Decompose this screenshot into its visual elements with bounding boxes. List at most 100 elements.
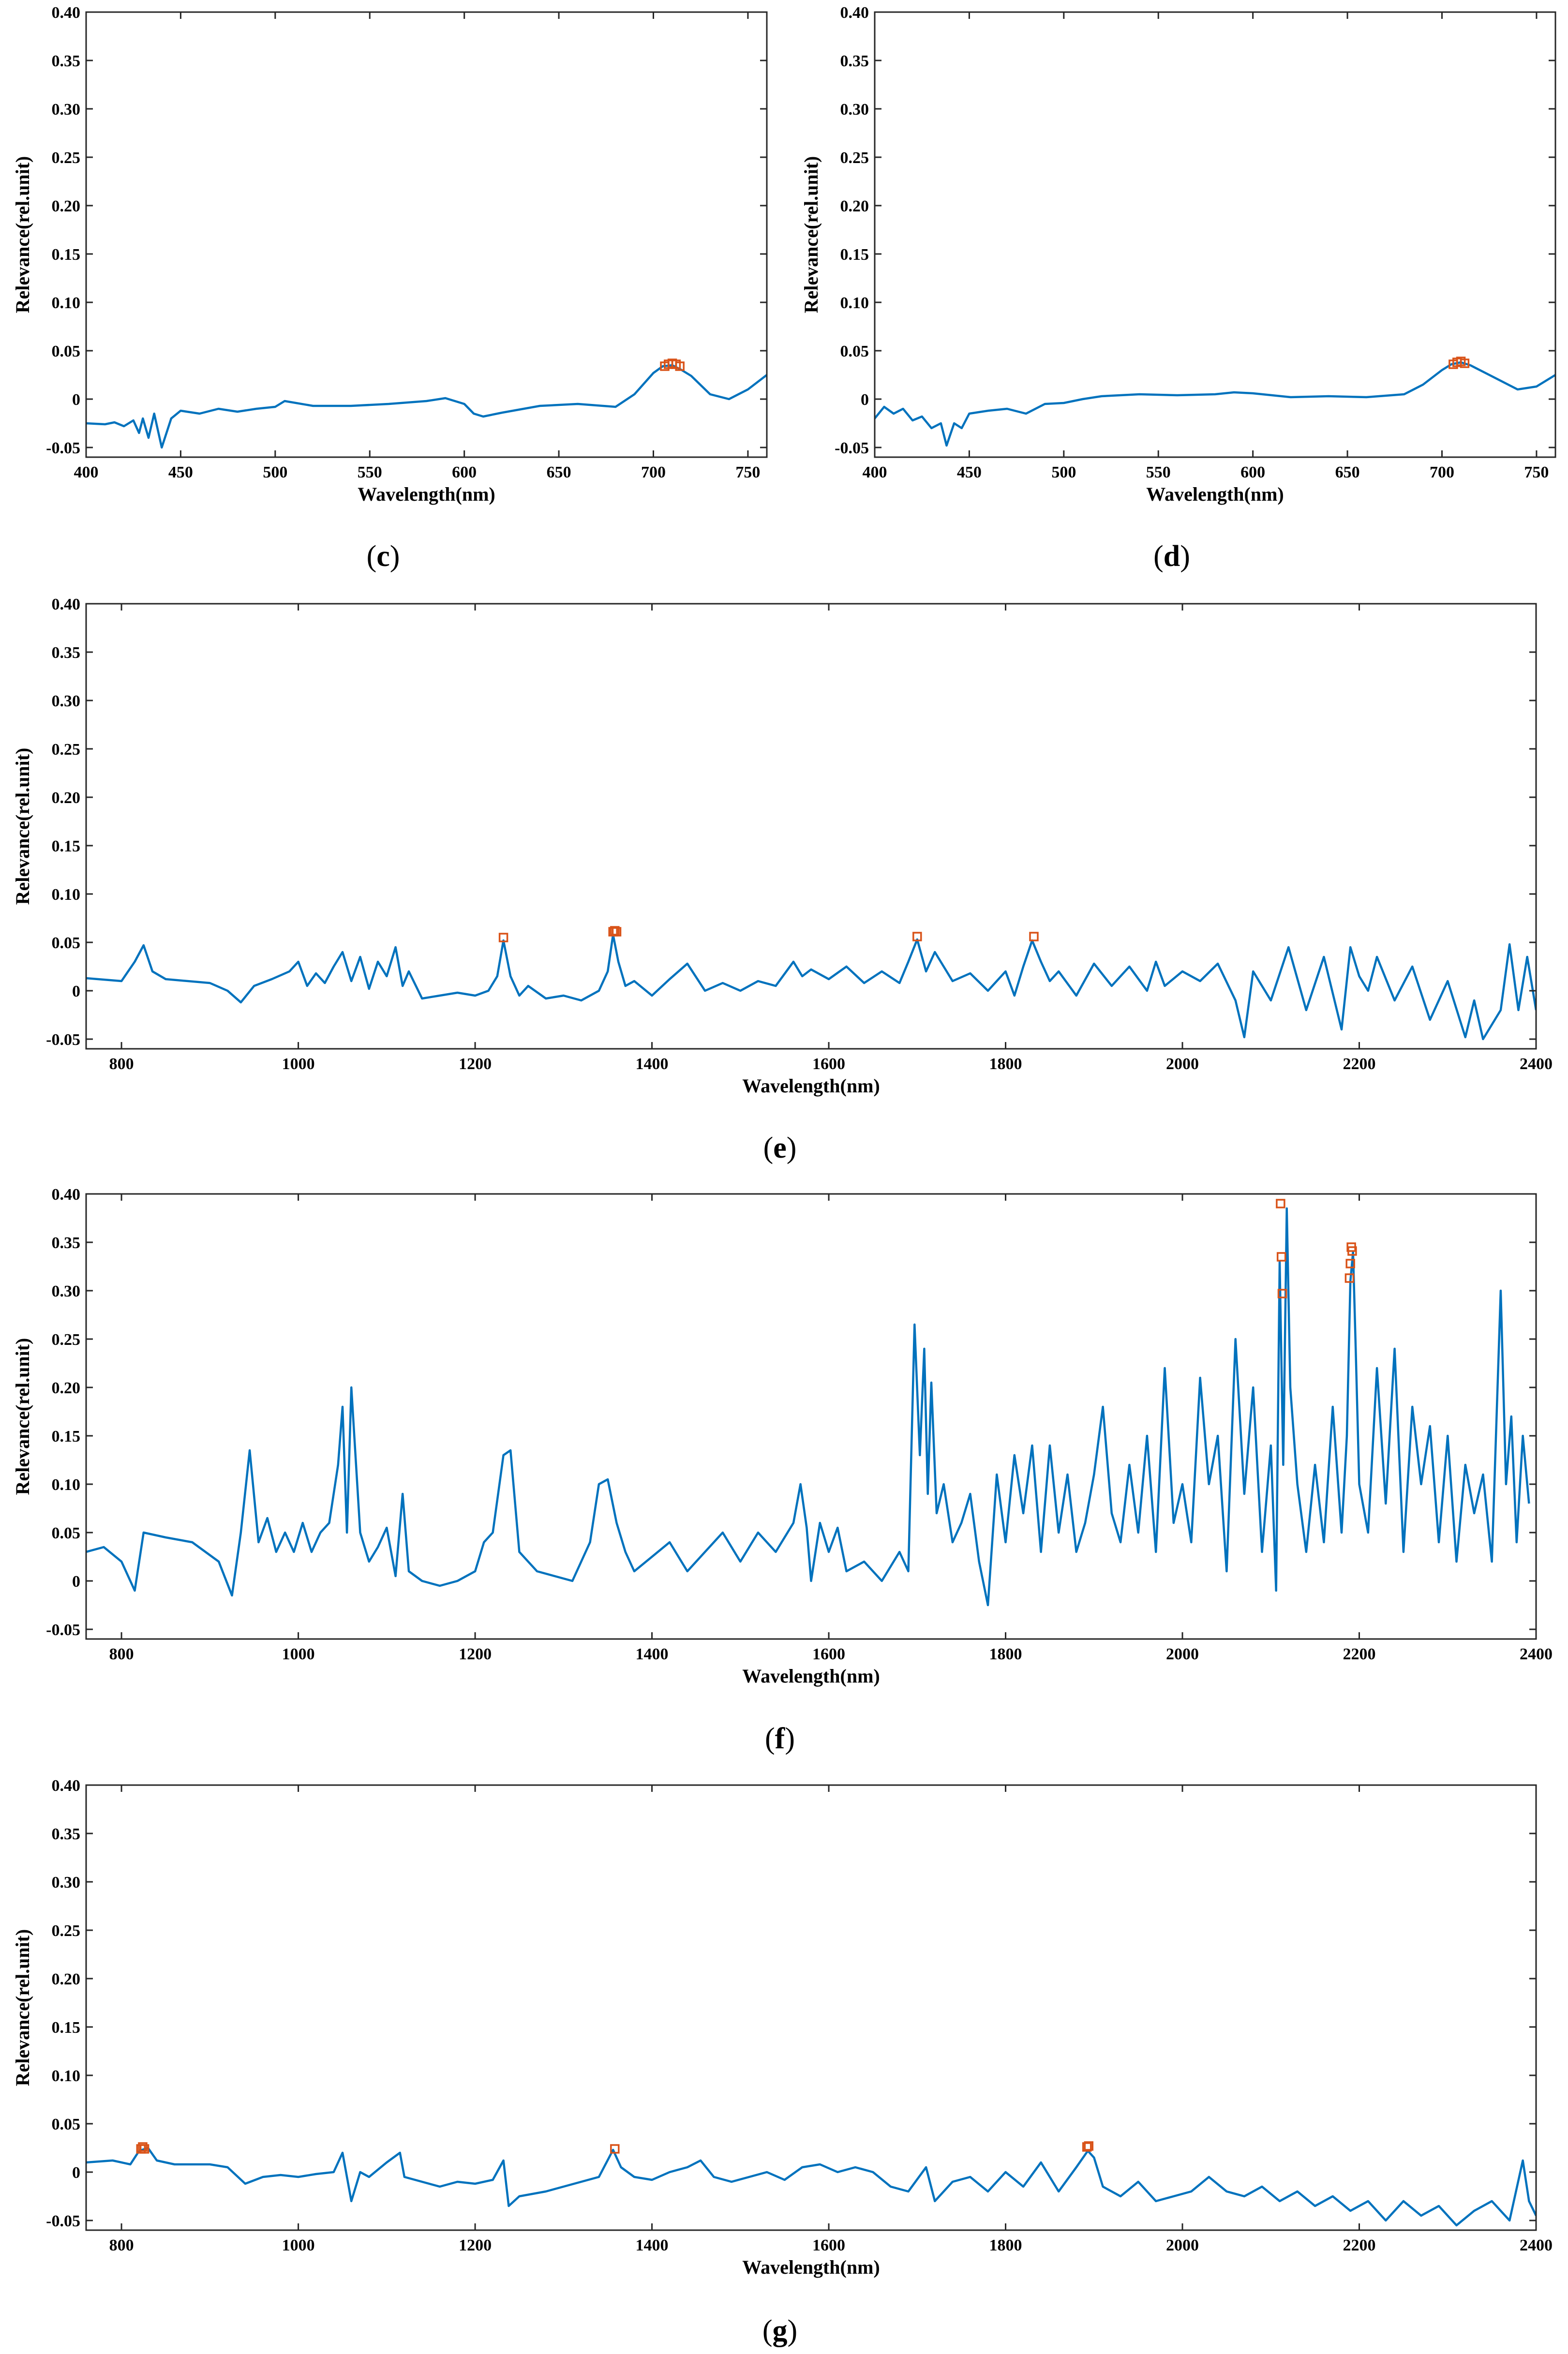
- y-tick-label: 0.35: [52, 644, 81, 662]
- x-tick-label: 2200: [1343, 1055, 1376, 1073]
- x-axis-title: Wavelength(nm): [742, 1075, 880, 1097]
- relevance-line-g: [86, 2146, 1536, 2227]
- y-tick-label: 0.20: [52, 197, 81, 215]
- y-tick-label: 0.15: [52, 2019, 81, 2037]
- y-tick-label: 0.20: [52, 1970, 81, 1988]
- y-tick-label: 0.10: [52, 2067, 81, 2085]
- panel-label-d: (d): [1153, 540, 1190, 573]
- x-tick-label: 1800: [989, 1055, 1022, 1073]
- relevance-line-d: [875, 361, 1555, 447]
- selected-band-marker: [912, 932, 922, 941]
- selected-band-marker: [1082, 2142, 1092, 2152]
- y-tick-label: 0.30: [840, 101, 869, 119]
- y-tick-label: 0.30: [52, 101, 81, 119]
- x-tick-label: 400: [74, 463, 99, 481]
- y-tick-label: 0.35: [52, 52, 81, 70]
- y-tick-label: 0.35: [52, 1234, 81, 1252]
- x-tick-label: 1400: [636, 1055, 669, 1073]
- selected-band-marker: [612, 927, 622, 937]
- relevance-line-c: [86, 364, 767, 449]
- y-tick-label: 0.05: [840, 343, 869, 360]
- x-tick-label: 1200: [459, 2236, 492, 2254]
- y-tick-label: 0.10: [52, 294, 81, 312]
- y-tick-label: 0: [72, 1573, 80, 1591]
- y-tick-label: 0.30: [52, 692, 81, 710]
- axes-box: [874, 11, 1556, 458]
- x-tick-label: 2000: [1166, 1055, 1199, 1073]
- axes-box: [85, 603, 1537, 1050]
- panel-label-e: (e): [763, 1132, 797, 1164]
- x-tick-label: 700: [641, 463, 666, 481]
- x-tick-label: 1400: [636, 2236, 669, 2254]
- x-axis-title: Wavelength(nm): [742, 1665, 880, 1687]
- selected-band-marker: [138, 2142, 148, 2152]
- x-tick-label: 750: [1524, 463, 1549, 481]
- y-tick-label: 0.25: [52, 741, 81, 759]
- y-tick-label: 0.10: [840, 294, 869, 312]
- y-axis-title: Relevance(rel.unit): [12, 748, 33, 905]
- y-tick-label: 0.35: [840, 52, 869, 70]
- axes-box: [85, 1784, 1537, 2231]
- x-tick-label: 500: [263, 463, 287, 481]
- y-tick-label: 0.40: [840, 4, 869, 22]
- x-tick-label: 600: [1240, 463, 1265, 481]
- x-tick-label: 800: [109, 1055, 134, 1073]
- y-tick-label: 0.40: [52, 1777, 81, 1795]
- y-axis-title: Relevance(rel.unit): [12, 1929, 33, 2086]
- x-tick-label: 750: [735, 463, 760, 481]
- x-tick-label: 2200: [1343, 1645, 1376, 1663]
- axes-box: [85, 1193, 1537, 1640]
- x-tick-label: 550: [358, 463, 382, 481]
- y-tick-label: 0.20: [840, 197, 869, 215]
- x-tick-label: 1800: [989, 1645, 1022, 1663]
- selected-band-marker: [1084, 2141, 1094, 2151]
- y-tick-label: 0.25: [52, 1331, 81, 1349]
- selected-band-marker: [1277, 1289, 1287, 1298]
- selected-band-marker: [675, 361, 685, 371]
- x-tick-label: 700: [1430, 463, 1454, 481]
- x-tick-label: 450: [168, 463, 193, 481]
- selected-band-marker: [1347, 1246, 1357, 1256]
- y-tick-label: 0.35: [52, 1825, 81, 1843]
- panel-f: -0.05 0 0.05 0.10 0.15 0.20 0.25 0.30 0.35 0.40 80…: [12, 1186, 1553, 1687]
- y-tick-label: -0.05: [46, 439, 80, 457]
- y-tick-label: -0.05: [835, 439, 869, 457]
- y-tick-label: 0: [72, 983, 80, 1000]
- y-tick-label: 0.25: [52, 149, 81, 167]
- axes-box: [85, 11, 768, 458]
- y-tick-label: 0.05: [52, 1524, 81, 1542]
- y-tick-label: 0.20: [52, 1379, 81, 1397]
- y-tick-label: 0.40: [52, 1186, 81, 1204]
- y-tick-label: 0.15: [52, 246, 81, 264]
- x-axis-title: Wavelength(nm): [358, 483, 495, 505]
- x-tick-label: 1600: [812, 2236, 845, 2254]
- y-tick-label: 0.10: [52, 886, 81, 904]
- x-tick-label: 1200: [459, 1645, 492, 1663]
- y-tick-label: -0.05: [46, 2212, 80, 2230]
- x-axis-title: Wavelength(nm): [1146, 483, 1284, 505]
- x-tick-label: 2000: [1166, 2236, 1199, 2254]
- x-tick-label: 2200: [1343, 2236, 1376, 2254]
- relevance-line-f: [86, 1207, 1530, 1607]
- x-axis-title: Wavelength(nm): [742, 2256, 880, 2278]
- y-tick-label: 0: [72, 2164, 80, 2182]
- x-tick-label: 1000: [282, 1645, 315, 1663]
- y-tick-label: 0: [72, 391, 80, 409]
- y-tick-label: 0.30: [52, 1282, 81, 1300]
- y-axis-title: Relevance(rel.unit): [12, 1338, 33, 1495]
- x-tick-label: 2400: [1520, 1645, 1553, 1663]
- x-tick-label: 450: [957, 463, 982, 481]
- x-tick-label: 650: [547, 463, 571, 481]
- x-tick-label: 2400: [1520, 2236, 1553, 2254]
- y-tick-label: 0.15: [840, 246, 869, 264]
- panel-label-c: (c): [367, 540, 400, 573]
- panel-d: -0.05 0 0.05 0.10 0.15 0.20 0.25 0.30 0.35 0.40 40…: [800, 4, 1556, 505]
- relevance-line-e: [86, 933, 1536, 1041]
- panel-label-f: (f): [765, 1722, 795, 1755]
- y-tick-label: -0.05: [46, 1031, 80, 1049]
- x-tick-label: 1400: [636, 1645, 669, 1663]
- y-tick-label: 0.25: [52, 1922, 81, 1940]
- y-tick-label: -0.05: [46, 1621, 80, 1639]
- y-tick-label: 0.15: [52, 1428, 81, 1445]
- panel-e: -0.05 0 0.05 0.10 0.15 0.20 0.25 0.30 0.35 0.40 80…: [12, 596, 1553, 1097]
